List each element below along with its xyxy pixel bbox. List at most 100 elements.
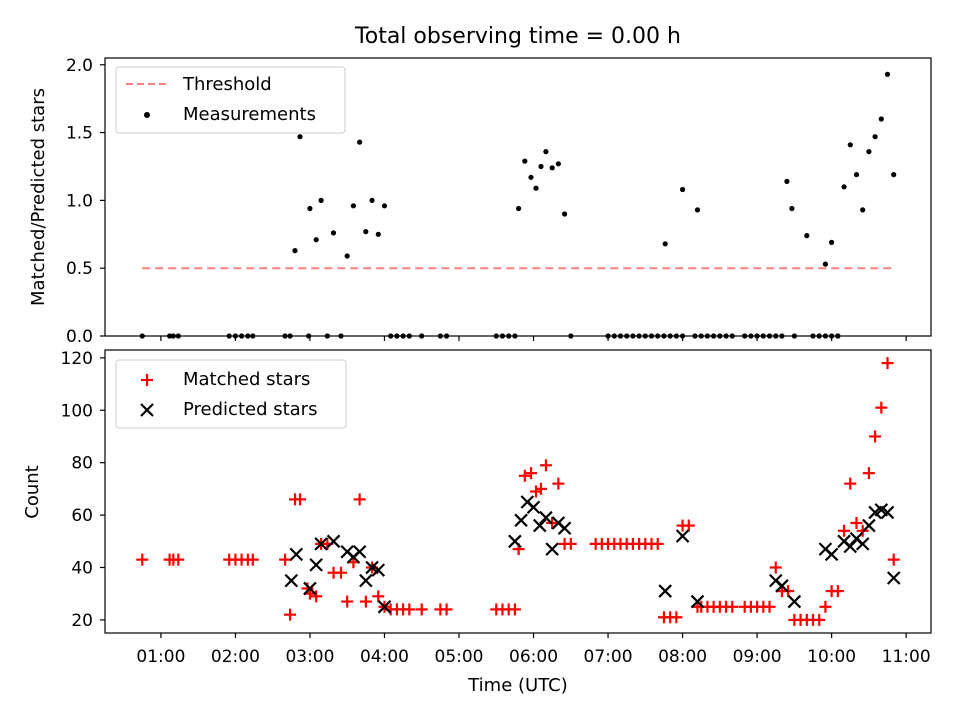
y-tick-label: 0.5 bbox=[66, 259, 93, 279]
bottom-legend: Matched stars Predicted stars bbox=[115, 359, 347, 429]
bottom-x-ticks: 01:00 02:00 03:00 04:00 05:00 06:00 07:00 08:00… bbox=[136, 633, 931, 667]
measurement-point bbox=[357, 139, 363, 145]
measurement-point bbox=[804, 233, 810, 239]
measurement-point bbox=[549, 165, 555, 171]
predicted-star-point bbox=[658, 584, 672, 598]
matched-star-point bbox=[415, 603, 428, 616]
predicted-star-point bbox=[352, 544, 367, 559]
matched-star-point bbox=[844, 477, 857, 490]
predicted-star-point bbox=[526, 500, 541, 515]
legend-predicted-swatch bbox=[140, 403, 154, 417]
matched-star-point bbox=[539, 459, 552, 472]
matched-star-point bbox=[862, 467, 875, 480]
matched-star-point bbox=[813, 613, 826, 626]
matched-star-point bbox=[279, 553, 292, 566]
measurement-point bbox=[375, 231, 381, 237]
y-tick-label: 0.0 bbox=[66, 327, 93, 347]
predicted-star-point bbox=[359, 573, 373, 588]
measurement-point bbox=[829, 239, 835, 245]
measurement-point bbox=[363, 229, 369, 235]
bottom-legend-box bbox=[115, 359, 347, 429]
x-tick-label: 04:00 bbox=[360, 647, 409, 667]
measurement-point bbox=[344, 253, 350, 259]
predicted-star-point bbox=[309, 558, 323, 572]
measurement-point bbox=[789, 205, 795, 212]
measurement-point bbox=[318, 197, 324, 203]
measurement-point bbox=[860, 207, 866, 213]
measurement-point bbox=[543, 149, 549, 155]
legend-measurements-label: Measurements bbox=[183, 104, 316, 125]
matched-star-point bbox=[284, 608, 297, 621]
matched-star-point bbox=[819, 600, 832, 613]
matched-star-point bbox=[881, 357, 894, 370]
matched-star-point bbox=[136, 553, 149, 566]
x-tick-label: 07:00 bbox=[584, 647, 633, 667]
measurement-point bbox=[872, 134, 878, 140]
top-y-axis-label: Matched/Predicted stars bbox=[28, 88, 49, 306]
measurement-point bbox=[307, 205, 313, 212]
predicted-star-point bbox=[886, 571, 901, 585]
measurement-point bbox=[822, 261, 829, 267]
y-tick-label: 40 bbox=[71, 558, 93, 578]
measurement-point bbox=[369, 197, 375, 203]
measurement-point bbox=[538, 163, 544, 170]
matched-star-point bbox=[838, 524, 851, 537]
matched-star-point bbox=[341, 595, 354, 608]
predicted-star-point bbox=[314, 537, 328, 551]
y-tick-label: 100 bbox=[61, 401, 93, 421]
chart-title: Total observing time = 0.00 h bbox=[354, 24, 681, 49]
measurement-point bbox=[297, 134, 303, 140]
measurement-point bbox=[878, 116, 884, 122]
measurement-point bbox=[292, 248, 298, 254]
predicted-star-point bbox=[862, 518, 876, 533]
measurement-point bbox=[533, 185, 539, 191]
predicted-star-point bbox=[675, 529, 690, 543]
x-tick-label: 06:00 bbox=[509, 647, 558, 667]
top-x-ticks bbox=[160, 336, 907, 341]
predicted-star-point bbox=[514, 513, 528, 528]
x-axis-label: Time (UTC) bbox=[467, 675, 568, 696]
legend-matched-label: Matched stars bbox=[183, 369, 310, 390]
matched-star-point bbox=[534, 482, 547, 495]
legend-matched-swatch bbox=[141, 374, 153, 386]
predicted-star-point bbox=[855, 537, 870, 551]
matched-star-point bbox=[670, 611, 683, 624]
matched-star-point bbox=[335, 566, 347, 579]
matched-star-point bbox=[246, 553, 259, 566]
x-tick-label: 08:00 bbox=[658, 647, 707, 667]
legend-threshold-label: Threshold bbox=[182, 74, 272, 95]
matched-star-point bbox=[310, 590, 323, 603]
measurement-point bbox=[381, 203, 388, 209]
matched-star-point bbox=[831, 585, 844, 598]
measurement-point bbox=[522, 158, 528, 164]
legend-measurement-swatch bbox=[144, 112, 150, 118]
matched-star-point bbox=[508, 603, 521, 616]
predicted-star-point bbox=[824, 547, 839, 562]
measurement-point bbox=[662, 241, 668, 247]
y-tick-label: 1.0 bbox=[66, 191, 93, 211]
matched-star-point bbox=[353, 493, 366, 506]
matched-star-point bbox=[564, 537, 577, 550]
bottom-marks bbox=[136, 357, 901, 626]
matched-star-point bbox=[359, 595, 372, 608]
bottom-panel: 20 40 60 80 100 120 01:00 02:00 03:00 04:00 05:00… bbox=[22, 349, 932, 696]
matched-star-point bbox=[651, 537, 664, 550]
y-tick-label: 1.5 bbox=[66, 124, 93, 144]
matched-star-point bbox=[726, 600, 739, 613]
matched-star-point bbox=[850, 516, 863, 529]
x-tick-label: 05:00 bbox=[435, 647, 484, 667]
matched-star-point bbox=[294, 493, 307, 506]
measurement-point bbox=[330, 230, 337, 236]
matched-star-point bbox=[518, 469, 531, 482]
x-tick-label: 10:00 bbox=[807, 647, 856, 667]
matched-star-point bbox=[869, 430, 882, 443]
top-y-ticks: 0.0 0.5 1.0 1.5 2.0 bbox=[66, 56, 105, 347]
y-tick-label: 120 bbox=[61, 349, 93, 369]
matched-star-point bbox=[682, 519, 695, 532]
matched-star-point bbox=[372, 590, 385, 603]
x-tick-label: 03:00 bbox=[285, 647, 334, 667]
matched-star-point bbox=[172, 553, 185, 566]
top-marks bbox=[139, 71, 897, 339]
predicted-star-point bbox=[775, 579, 789, 593]
